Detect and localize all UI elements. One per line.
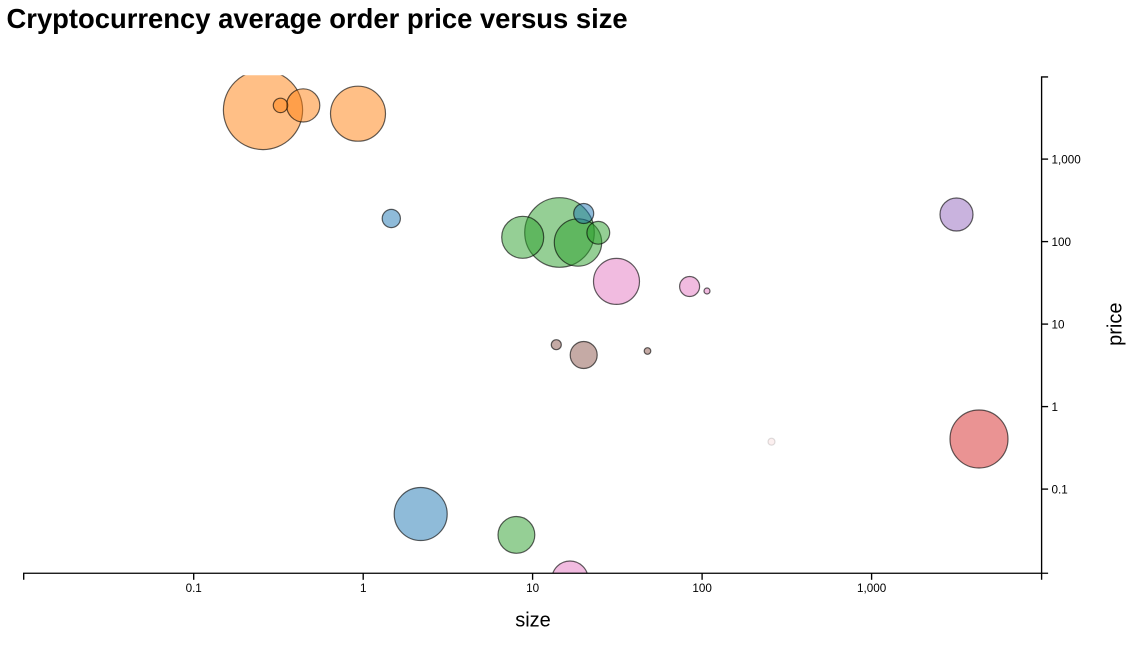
svg-text:price: price [1105,303,1127,346]
svg-text:10: 10 [1052,318,1066,331]
svg-text:100: 100 [1052,236,1072,249]
svg-text:100: 100 [692,582,712,595]
svg-text:0.1: 0.1 [186,582,202,595]
svg-text:10: 10 [526,582,540,595]
svg-text:size: size [515,610,551,632]
svg-text:0.1: 0.1 [1052,483,1068,496]
svg-text:1: 1 [360,582,367,595]
svg-text:1: 1 [1052,401,1059,414]
svg-text:1,000: 1,000 [857,582,887,595]
svg-text:1,000: 1,000 [1052,153,1082,166]
svg-text:Cryptocurrency average order p: Cryptocurrency average order price versu… [7,3,628,34]
